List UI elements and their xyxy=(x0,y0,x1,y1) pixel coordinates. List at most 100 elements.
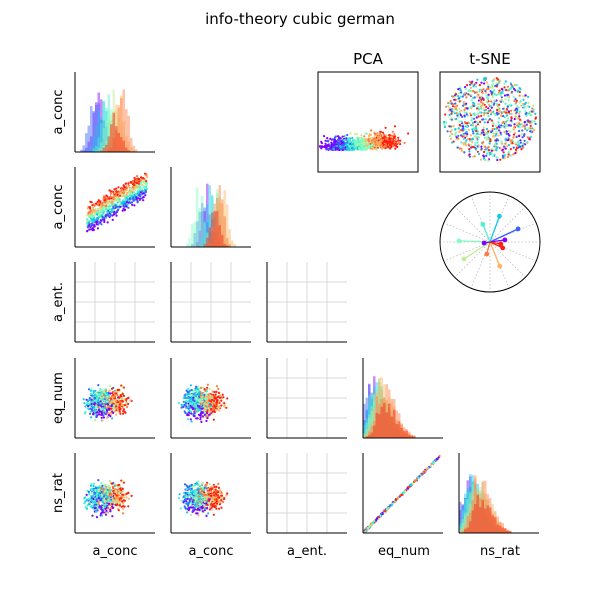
histogram-bar xyxy=(403,430,406,438)
pca-point xyxy=(399,139,402,142)
scatter-point xyxy=(97,216,100,219)
scatter-point xyxy=(106,400,109,403)
scatter-point xyxy=(109,479,112,482)
scatter-point xyxy=(98,398,101,401)
scatter-point xyxy=(121,191,124,194)
scatter-point xyxy=(130,494,133,497)
scatter-point xyxy=(119,407,122,410)
scatter-point xyxy=(198,493,201,496)
scatter-point xyxy=(100,508,103,511)
histogram-bar xyxy=(92,112,95,152)
histogram-bar xyxy=(216,188,219,247)
histogram-bar xyxy=(122,133,125,152)
scatter-point xyxy=(93,211,96,214)
scatter-point xyxy=(215,385,218,388)
histogram-bar xyxy=(226,245,229,247)
scatter-point xyxy=(186,486,190,489)
scatter-point xyxy=(110,401,113,404)
scatter-point xyxy=(115,214,118,217)
scatter-point xyxy=(104,505,107,508)
scatter-point xyxy=(213,496,216,499)
scatter-point xyxy=(104,201,107,204)
pca-point xyxy=(323,135,326,138)
scatter-point xyxy=(216,491,219,494)
scatter-point xyxy=(111,515,114,518)
scatter-point xyxy=(416,476,419,479)
scatter-point xyxy=(124,402,127,405)
scatter-point xyxy=(112,489,115,492)
scatter-point xyxy=(102,396,105,399)
scatter-point xyxy=(106,403,109,406)
histogram-bar xyxy=(110,120,113,152)
scatter-point xyxy=(199,413,202,417)
scatter-point xyxy=(93,394,96,397)
pca-point xyxy=(375,147,378,150)
scatter-point xyxy=(102,488,106,491)
scatter-point xyxy=(107,490,111,493)
scatter-point xyxy=(205,407,208,410)
scatter-point xyxy=(109,384,112,387)
histogram-bar xyxy=(370,432,373,438)
panel-3-2 xyxy=(170,262,251,343)
scatter-point xyxy=(101,207,105,210)
scatter-point xyxy=(139,197,142,200)
scatter-point xyxy=(142,199,145,202)
pca-point xyxy=(327,139,330,142)
histogram-bar xyxy=(206,237,209,247)
scatter-point xyxy=(201,411,204,414)
pca-point xyxy=(391,130,394,133)
scatter-point xyxy=(96,227,99,230)
scatter-point xyxy=(211,508,214,511)
scatter-point xyxy=(109,211,112,214)
histogram-bar xyxy=(226,204,229,247)
scatter-point xyxy=(137,178,141,181)
scatter-point xyxy=(90,488,94,492)
scatter-point xyxy=(103,219,106,222)
scatter-point xyxy=(120,203,123,206)
scatter-point xyxy=(194,504,197,508)
histogram-bar xyxy=(504,528,507,533)
scatter-point xyxy=(179,507,182,510)
histogram-bar xyxy=(390,416,393,438)
scatter-point xyxy=(212,513,215,516)
histogram-bar xyxy=(223,244,226,247)
scatter-point xyxy=(204,488,207,491)
scatter-point xyxy=(98,403,101,406)
histogram-bar xyxy=(203,220,206,247)
scatter-point xyxy=(117,509,120,512)
scatter-point xyxy=(91,222,94,225)
scatter-point xyxy=(109,510,112,513)
scatter-point xyxy=(121,385,124,388)
histogram-bar xyxy=(206,183,209,247)
scatter-point xyxy=(104,388,108,391)
scatter-point xyxy=(223,404,226,407)
scatter-point xyxy=(86,220,89,223)
scatter-point xyxy=(144,189,147,192)
scatter-point xyxy=(201,481,205,484)
scatter-point xyxy=(91,396,94,399)
scatter-point xyxy=(196,480,200,483)
scatter-point xyxy=(140,176,143,179)
pca-point xyxy=(326,137,329,140)
scatter-point xyxy=(94,399,97,402)
scatter-point xyxy=(124,199,127,202)
scatter-point xyxy=(121,188,124,191)
pca-point xyxy=(329,137,332,140)
scatter-point xyxy=(112,404,116,407)
pca-point xyxy=(373,131,376,134)
histogram-bar xyxy=(117,146,120,152)
histogram-bar xyxy=(92,110,95,152)
scatter-point xyxy=(199,499,202,502)
scatter-point xyxy=(206,504,209,507)
scatter-point xyxy=(435,458,438,461)
scatter-point xyxy=(98,221,101,224)
scatter-point xyxy=(131,195,134,198)
scatter-point xyxy=(220,494,223,497)
scatter-point xyxy=(126,203,129,206)
scatter-point xyxy=(108,405,111,408)
scatter-point xyxy=(110,197,113,200)
scatter-point xyxy=(102,390,106,393)
scatter-point xyxy=(177,497,180,500)
pca-point xyxy=(369,133,372,136)
